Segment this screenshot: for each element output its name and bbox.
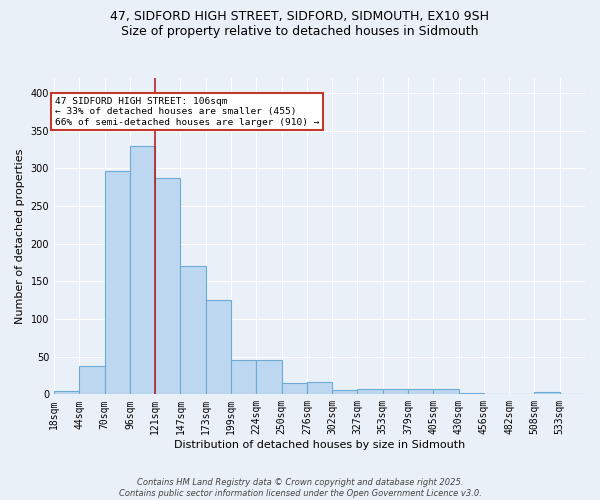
Bar — [54, 392, 79, 394]
Bar — [104, 170, 130, 394]
Y-axis label: Number of detached properties: Number of detached properties — [15, 148, 25, 324]
Bar — [332, 390, 358, 394]
Bar — [256, 360, 281, 394]
Bar — [408, 389, 433, 394]
Text: Contains HM Land Registry data © Crown copyright and database right 2025.
Contai: Contains HM Land Registry data © Crown c… — [119, 478, 481, 498]
Bar — [383, 389, 408, 394]
Bar — [458, 393, 484, 394]
Bar — [358, 389, 383, 394]
Bar — [281, 383, 307, 394]
Bar — [155, 178, 181, 394]
Bar — [307, 382, 332, 394]
Bar — [433, 389, 458, 394]
Bar — [535, 392, 560, 394]
Bar — [231, 360, 256, 394]
Text: 47, SIDFORD HIGH STREET, SIDFORD, SIDMOUTH, EX10 9SH
Size of property relative t: 47, SIDFORD HIGH STREET, SIDFORD, SIDMOU… — [110, 10, 490, 38]
Bar — [79, 366, 104, 394]
Bar — [206, 300, 231, 394]
Bar — [130, 146, 155, 394]
Bar — [181, 266, 206, 394]
X-axis label: Distribution of detached houses by size in Sidmouth: Distribution of detached houses by size … — [174, 440, 465, 450]
Text: 47 SIDFORD HIGH STREET: 106sqm
← 33% of detached houses are smaller (455)
66% of: 47 SIDFORD HIGH STREET: 106sqm ← 33% of … — [55, 97, 319, 126]
